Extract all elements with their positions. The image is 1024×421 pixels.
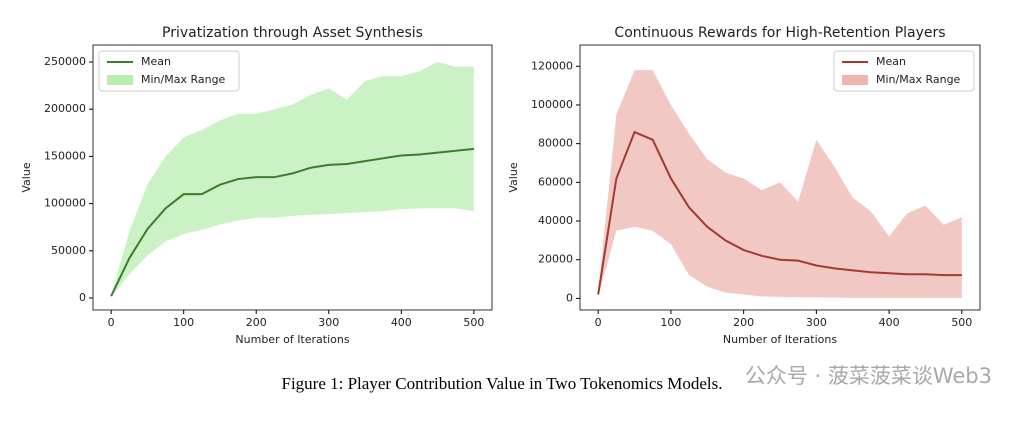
range-area: [598, 70, 962, 298]
legend-label: Min/Max Range: [876, 73, 961, 86]
plot-frame: [579, 44, 981, 311]
y-tick-label: 20000: [538, 253, 573, 266]
legend-label: Mean: [141, 55, 171, 68]
y-tick-label: 100000: [44, 197, 86, 210]
x-tick-label: 200: [246, 316, 267, 329]
x-tick-label: 200: [733, 316, 754, 329]
x-tick-label: 300: [318, 316, 339, 329]
y-tick-label: 40000: [538, 214, 573, 227]
y-tick-label: 0: [79, 291, 86, 304]
y-tick-label: 80000: [538, 137, 573, 150]
legend-box: [833, 50, 975, 92]
legend-swatch: [842, 75, 868, 85]
y-tick-label: 200000: [44, 102, 86, 115]
y-tick-label: 100000: [531, 98, 573, 111]
y-tick-label: 60000: [538, 175, 573, 188]
y-axis-label: Value: [507, 162, 520, 192]
x-axis-label: Number of Iterations: [235, 333, 349, 346]
x-tick-label: 100: [173, 316, 194, 329]
mean-line: [597, 130, 962, 295]
legend-swatch: [107, 75, 133, 85]
x-axis-label: Number of Iterations: [723, 333, 837, 346]
plot-frame: [92, 44, 493, 311]
chart-title: Continuous Rewards for High-Retention Pl…: [614, 25, 945, 41]
legend-label: Min/Max Range: [141, 73, 226, 86]
legend-label: Mean: [876, 55, 906, 68]
x-tick-label: 500: [463, 316, 484, 329]
x-tick-label: 0: [595, 316, 602, 329]
x-tick-label: 400: [879, 316, 900, 329]
x-tick-label: 100: [660, 316, 681, 329]
x-tick-label: 400: [391, 316, 412, 329]
y-tick-label: 250000: [44, 55, 86, 68]
y-tick-label: 50000: [51, 244, 86, 257]
x-tick-label: 300: [806, 316, 827, 329]
mean-line: [110, 147, 474, 297]
y-tick-label: 120000: [531, 59, 573, 72]
y-tick-label: 0: [566, 291, 573, 304]
legend-box: [98, 50, 240, 92]
x-tick-label: 0: [108, 316, 115, 329]
chart-title: Privatization through Asset Synthesis: [162, 25, 423, 41]
y-tick-label: 150000: [44, 149, 86, 162]
y-axis-label: Value: [20, 162, 33, 192]
caption: Figure 1: Player Contribution Value in T…: [281, 374, 722, 393]
watermark: 公众号 · 菠菜菠菜谈Web3: [745, 364, 992, 388]
range-area: [111, 61, 474, 298]
x-tick-label: 500: [951, 316, 972, 329]
